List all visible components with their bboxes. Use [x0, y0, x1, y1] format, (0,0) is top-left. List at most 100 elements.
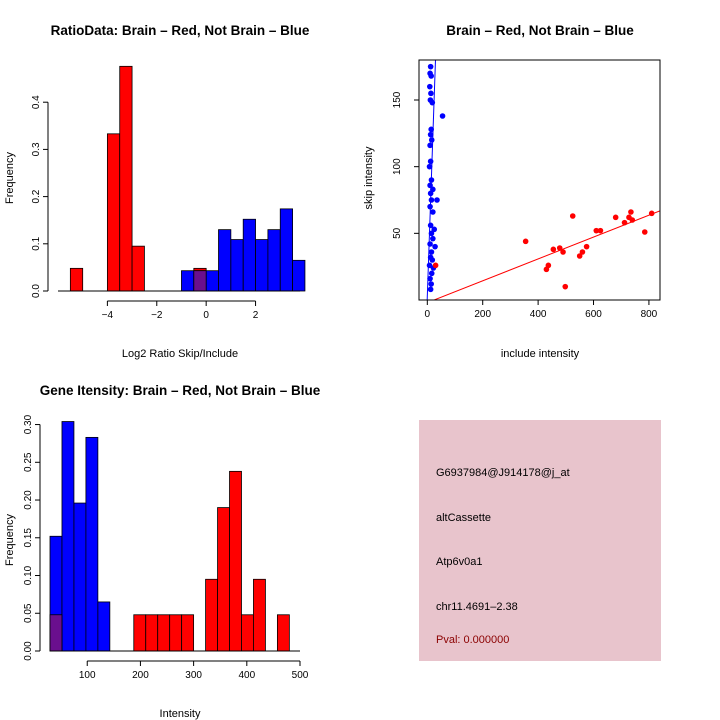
intensity-bar-notbrain-1: [61, 421, 75, 652]
scatter-point-brain-18: [629, 217, 636, 223]
ratio-bar-brain-0: [69, 267, 84, 292]
scatter-y-label: skip intensity: [363, 146, 375, 209]
scatter-point-notbrain-13: [426, 163, 433, 170]
scatter-title: Brain – Red, Not Brain – Blue: [446, 23, 634, 38]
scatter-point-brain-11: [583, 243, 590, 250]
info-panel-background: [419, 420, 661, 661]
event-type: altCassette: [436, 512, 491, 524]
intensity-x-tick-label-4: 500: [292, 670, 309, 681]
ratio-x-tick-label-0: −4: [102, 310, 114, 321]
scatter-point-brain-20: [648, 210, 655, 217]
scatter-y-tick-label-2: 150: [392, 91, 403, 108]
ratio-histogram: RatioData: Brain – Red, Not Brain – Blue…: [4, 23, 310, 360]
scatter-x-tick-label-1: 200: [474, 309, 491, 320]
scatter-point-notbrain-26: [427, 241, 433, 247]
scatter-point-notbrain-2: [428, 73, 434, 79]
scatter-point-notbrain-12: [427, 158, 434, 165]
scatter-point-notbrain-36: [427, 286, 434, 293]
ratio-y-tick-label-3: 0.3: [31, 142, 42, 156]
intensity-y-label: Frequency: [4, 514, 16, 566]
scatter-point-brain-14: [612, 214, 619, 221]
scatter-point-notbrain-11: [427, 142, 433, 149]
scatter-point-brain-1: [522, 238, 529, 245]
intensity-bar-notbrain-2: [73, 502, 87, 652]
intensity-y-tick-label-0: 0.00: [23, 641, 34, 661]
probe-id: G6937984@J914178@j_at: [436, 467, 570, 479]
intensity-bar-notbrain-3: [85, 436, 99, 652]
scatter-point-brain-5: [556, 245, 563, 251]
ratio-axes: −4 −2 0 2 0.0 0.1 0.2 0.3 0.4: [31, 95, 300, 321]
scatter-x-tick-label-2: 400: [530, 309, 547, 320]
scatter-point-notbrain-10: [428, 137, 435, 143]
gene-name: Atp6v0a1: [436, 556, 482, 568]
scatter-fit-line-brain: [432, 210, 660, 300]
gene-intensity-histogram: Gene Itensity: Brain – Red, Not Brain – …: [4, 383, 321, 720]
intensity-bar-brain-4: [169, 614, 183, 652]
ratio-x-tick-label-3: 2: [253, 310, 259, 321]
pval-text: Pval: 0.000000: [436, 634, 509, 646]
scatter-point-notbrain-28: [428, 249, 435, 255]
intensity-bar-brain-1: [133, 614, 147, 652]
ratio-y-tick-label-1: 0.1: [31, 236, 42, 250]
intensity-x-tick-label-1: 200: [132, 670, 149, 681]
scatter-point-brain-9: [576, 253, 583, 259]
intensity-bar-brain-6: [205, 578, 218, 652]
intensity-x-label: Intensity: [160, 708, 201, 720]
genomic-location: chr11.4691–2.38: [436, 601, 518, 613]
ratio-bar-brain-3: [131, 245, 145, 292]
intensity-x-tick-label-3: 400: [238, 670, 255, 681]
intensity-axes: 100 200 300 400 500 0.00 0.05 0.10 0.15 0.20 0.25 0…: [23, 414, 309, 681]
scatter-x-tick-label-0: 0: [425, 309, 431, 320]
intensity-bar-overlap-0: [49, 614, 63, 652]
intensity-bar-brain-10: [253, 578, 266, 652]
intensity-y-tick-label-6: 0.30: [23, 414, 34, 434]
ratio-x-label: Log2 Ratio Skip/Include: [122, 348, 238, 360]
scatter-point-notbrain-19: [434, 197, 440, 203]
scatter-point-notbrain-6: [429, 99, 436, 106]
scatter-points: [426, 60, 660, 300]
scatter-point-brain-8: [569, 213, 576, 219]
scatter-plot-area: [426, 60, 660, 300]
ratio-bars: [69, 65, 306, 292]
scatter-point-brain-10: [579, 249, 586, 255]
ratio-y-tick-label-4: 0.4: [31, 95, 42, 109]
ratio-bar-notbrain-8: [279, 208, 293, 292]
ratio-bar-notbrain-3: [218, 229, 232, 292]
scatter-point-notbrain-25: [430, 235, 436, 242]
scatter-point-brain-0: [432, 262, 439, 269]
ratio-x-tick-label-2: 0: [203, 310, 209, 321]
scatter-y-tick-label-1: 100: [392, 158, 403, 175]
intensity-bar-brain-9: [241, 614, 254, 652]
intensity-y-tick-label-3: 0.15: [23, 528, 34, 548]
scatter-x-tick-label-3: 600: [585, 309, 602, 320]
scatter-point-notbrain-4: [428, 90, 434, 97]
scatter-point-brain-17: [628, 209, 634, 215]
info-panel: G6937984@J914178@j_at altCassette Atp6v0…: [419, 420, 661, 661]
scatter-point-brain-13: [597, 227, 604, 234]
scatter-point-notbrain-0: [427, 63, 434, 70]
intensity-bar-brain-3: [157, 614, 171, 652]
scatter-point-notbrain-7: [439, 113, 446, 119]
ratio-bar-notbrain-0: [181, 270, 195, 292]
intensity-bar-brain-11: [276, 614, 290, 652]
scatter-point-notbrain-33: [428, 270, 435, 277]
intensity-bar-brain-7: [217, 507, 230, 652]
scatter-point-notbrain-3: [427, 83, 433, 90]
ratio-bar-notbrain-7: [267, 229, 281, 292]
intensity-title: Gene Itensity: Brain – Red, Not Brain – …: [40, 383, 321, 398]
scatter-point-brain-4: [550, 246, 557, 253]
scatter-point-notbrain-17: [427, 190, 434, 197]
scatter-y-tick-label-0: 50: [392, 227, 403, 239]
scatter-point-notbrain-35: [428, 281, 434, 287]
scatter-point-notbrain-30: [429, 257, 436, 263]
ratio-bar-notbrain-4: [230, 239, 244, 292]
intensity-x-tick-label-0: 100: [79, 670, 96, 681]
ratio-bar-brain-1: [106, 133, 121, 292]
scatter-point-notbrain-23: [431, 226, 438, 233]
scatter-point-brain-6: [560, 249, 566, 255]
ratio-bar-notbrain-5: [242, 218, 256, 292]
scatter-point-notbrain-21: [430, 209, 436, 215]
scatter-point-notbrain-24: [428, 230, 435, 237]
scatter-frame: [418, 59, 661, 301]
